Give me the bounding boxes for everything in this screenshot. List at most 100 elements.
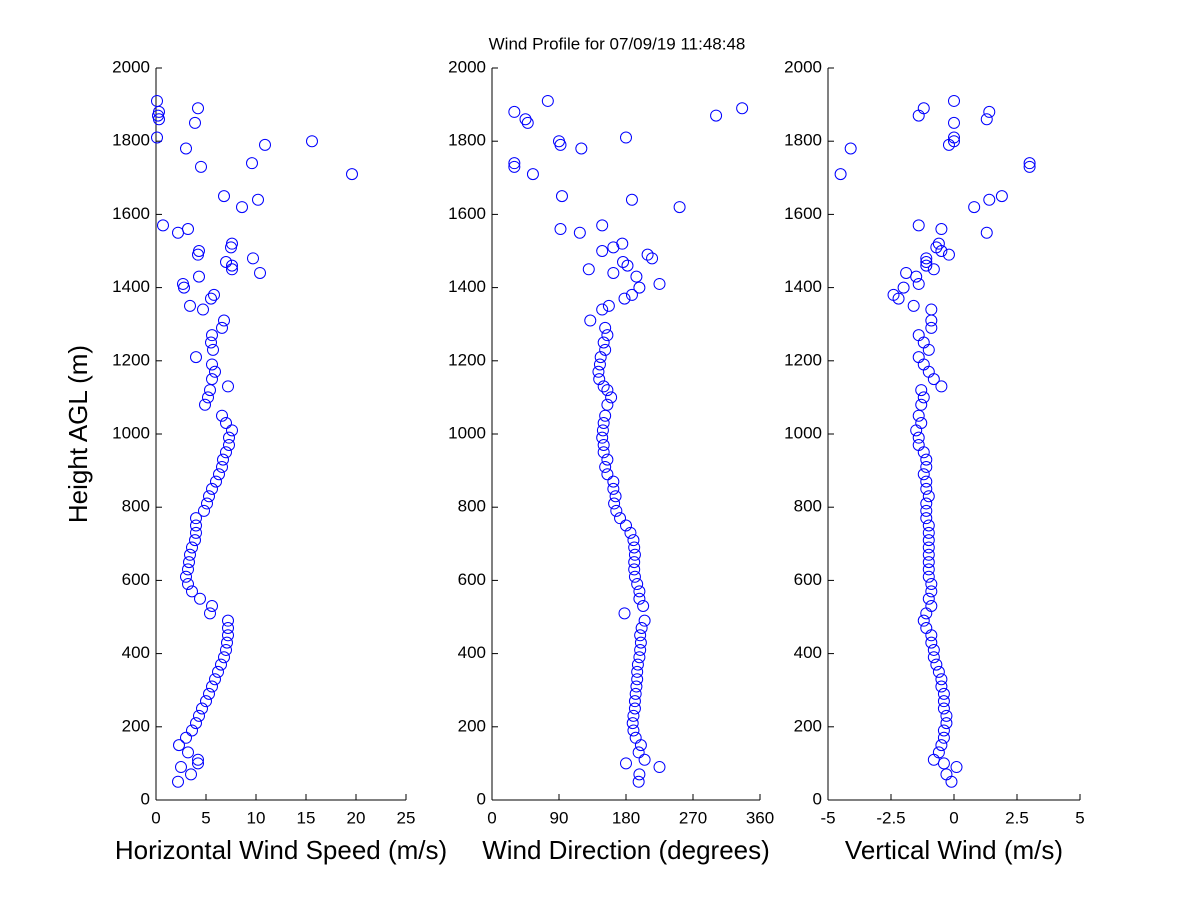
point	[582, 263, 595, 276]
point	[199, 398, 211, 411]
y-tick-label: 2000	[448, 57, 486, 76]
point	[631, 665, 644, 678]
point	[193, 709, 205, 722]
point	[980, 113, 993, 126]
point	[220, 255, 232, 268]
point	[601, 453, 614, 466]
y-tick-label: 1800	[784, 131, 822, 150]
point	[186, 585, 198, 598]
point	[912, 431, 925, 444]
y-tick-label: 600	[122, 570, 150, 589]
point	[922, 534, 935, 547]
point	[204, 607, 216, 620]
point	[605, 391, 618, 404]
x-tick-label: 270	[679, 808, 707, 827]
y-tick-label: 0	[141, 789, 150, 808]
point	[192, 102, 204, 115]
point	[948, 116, 960, 129]
point	[553, 135, 565, 148]
point	[897, 281, 910, 294]
point	[983, 105, 996, 118]
point	[526, 168, 539, 181]
point	[597, 380, 610, 393]
point	[628, 702, 641, 715]
point	[920, 475, 933, 488]
point	[252, 193, 264, 206]
point	[189, 116, 201, 129]
point	[596, 245, 609, 257]
point	[942, 248, 955, 261]
point	[638, 614, 651, 627]
point	[205, 292, 217, 305]
point	[920, 512, 933, 525]
point	[631, 578, 644, 591]
point	[193, 270, 205, 283]
point	[209, 365, 221, 378]
point	[653, 277, 666, 290]
point	[638, 753, 651, 766]
x-axis-label: Wind Direction (degrees)	[482, 835, 770, 865]
point	[633, 585, 646, 598]
y-tick-label: 200	[458, 716, 486, 735]
point	[937, 731, 950, 744]
y-tick-label: 1600	[112, 204, 150, 223]
point	[630, 680, 643, 693]
point	[920, 497, 933, 510]
point	[917, 614, 930, 627]
point	[930, 658, 943, 671]
point	[925, 636, 938, 649]
point	[151, 131, 163, 144]
y-tick-label: 800	[458, 497, 486, 516]
point	[614, 512, 627, 525]
point	[182, 578, 194, 591]
point	[608, 497, 621, 510]
point	[607, 482, 620, 495]
point	[915, 417, 928, 430]
y-tick-label: 1400	[448, 277, 486, 296]
point	[596, 303, 609, 316]
point	[519, 113, 532, 126]
point	[599, 343, 612, 356]
point	[641, 248, 654, 261]
point	[599, 460, 612, 473]
point	[620, 519, 632, 532]
x-tick-label: 0	[487, 808, 496, 827]
point	[917, 468, 930, 481]
point	[190, 717, 202, 730]
point	[521, 116, 534, 129]
point	[625, 288, 638, 301]
point	[203, 687, 215, 700]
point	[182, 563, 194, 576]
point	[915, 398, 928, 411]
point	[597, 417, 610, 430]
point	[206, 600, 218, 613]
point	[632, 775, 645, 788]
point	[216, 321, 228, 334]
point	[226, 259, 238, 272]
point	[206, 358, 218, 371]
x-tick-label: 0	[949, 808, 958, 827]
point	[207, 343, 219, 356]
point	[627, 534, 640, 547]
point	[925, 303, 938, 316]
point	[1023, 160, 1036, 173]
x-tick-label: -5	[820, 808, 835, 827]
point	[922, 556, 935, 569]
point	[920, 621, 933, 634]
point	[628, 556, 641, 569]
point	[223, 431, 235, 444]
x-axis-label: Horizontal Wind Speed (m/s)	[115, 835, 447, 865]
point	[215, 658, 227, 671]
y-tick-label: 800	[794, 497, 822, 516]
point	[217, 453, 229, 466]
point	[930, 241, 943, 254]
point	[596, 431, 609, 444]
point	[630, 270, 643, 283]
point	[195, 160, 207, 173]
point	[597, 336, 610, 349]
point	[213, 468, 225, 481]
point	[194, 592, 206, 605]
point	[927, 651, 940, 664]
point	[932, 746, 945, 759]
point	[592, 365, 605, 378]
